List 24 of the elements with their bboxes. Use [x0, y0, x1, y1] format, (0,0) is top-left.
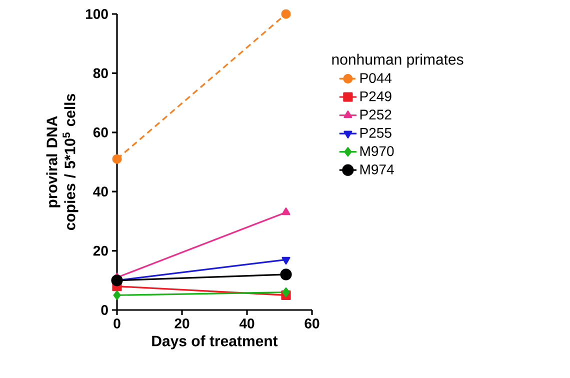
x-tick-label: 20	[174, 318, 190, 328]
y-tick-label: 80	[93, 68, 108, 78]
point	[113, 290, 121, 300]
point	[280, 268, 292, 280]
x-tick-label: 0	[114, 318, 120, 328]
y-tick-label: 100	[86, 9, 108, 19]
point	[112, 154, 122, 164]
legend-label: P044	[360, 73, 392, 84]
legend-label: P255	[360, 128, 392, 138]
legend-title: nonhuman primates	[332, 54, 464, 68]
legend-label: P249	[360, 91, 392, 102]
legend-label: M970	[360, 146, 394, 156]
y-tick-label: 60	[93, 127, 108, 138]
y-tick-label: 40	[93, 186, 108, 197]
point	[111, 274, 123, 286]
y-tick-label: 20	[93, 246, 108, 256]
x-tick-label: 40	[239, 318, 254, 328]
point	[282, 287, 290, 298]
y-tick-label: 0	[101, 305, 108, 315]
legend-label: P252	[360, 110, 392, 120]
x-tick-label: 60	[304, 318, 320, 328]
x-axis-title: Days of treatment	[152, 335, 278, 350]
legend-label: M974	[360, 164, 394, 174]
point	[281, 9, 291, 19]
